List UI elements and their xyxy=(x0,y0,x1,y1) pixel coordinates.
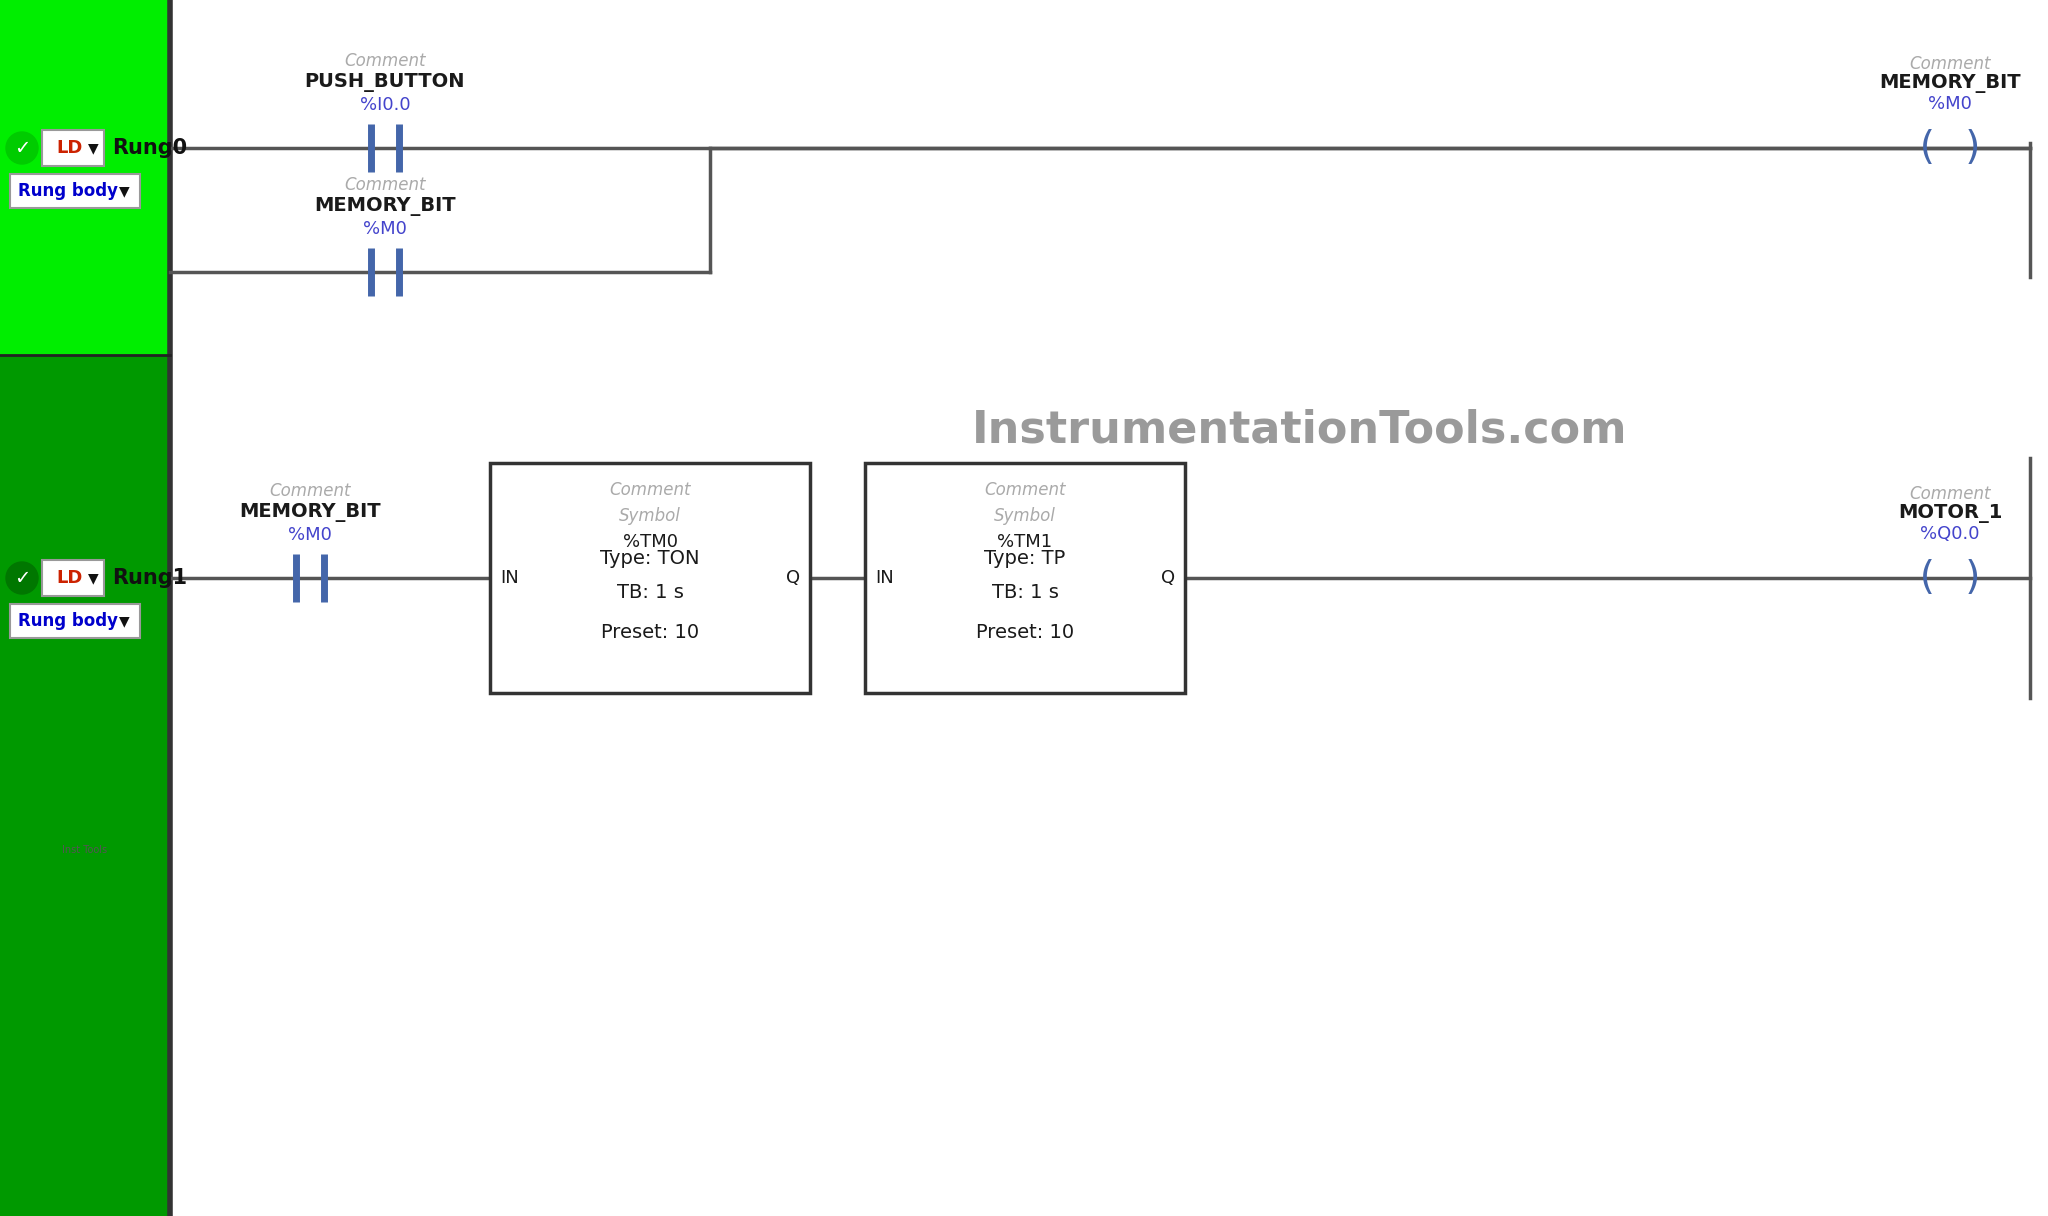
Text: ▼: ▼ xyxy=(119,614,129,627)
Text: Preset: 10: Preset: 10 xyxy=(977,624,1073,642)
Text: Rung body: Rung body xyxy=(18,182,119,199)
Text: Comment: Comment xyxy=(1909,485,1991,503)
Text: MOTOR_1: MOTOR_1 xyxy=(1898,503,2003,523)
Text: %M0: %M0 xyxy=(1927,95,1972,113)
Text: ▼: ▼ xyxy=(119,184,129,198)
Circle shape xyxy=(6,133,39,164)
Text: %TM1: %TM1 xyxy=(997,533,1053,551)
Text: Symbol: Symbol xyxy=(993,507,1057,525)
Text: Comment: Comment xyxy=(344,176,426,195)
Circle shape xyxy=(6,562,39,593)
Text: ✓: ✓ xyxy=(14,139,31,158)
Text: InstrumentationTools.com: InstrumentationTools.com xyxy=(973,409,1628,451)
Text: LD: LD xyxy=(57,569,84,587)
Text: Comment: Comment xyxy=(344,52,426,71)
Text: LD: LD xyxy=(57,139,84,157)
Text: Comment: Comment xyxy=(268,482,350,500)
Text: Comment: Comment xyxy=(985,482,1065,499)
Bar xyxy=(10,174,139,208)
Text: TB: 1 s: TB: 1 s xyxy=(991,584,1059,602)
Text: Type: TON: Type: TON xyxy=(600,548,700,568)
Text: Rung body: Rung body xyxy=(18,612,119,630)
Text: Type: TP: Type: TP xyxy=(985,548,1065,568)
Text: Inst Tools: Inst Tools xyxy=(61,845,109,855)
Text: ▼: ▼ xyxy=(88,141,98,154)
Text: Comment: Comment xyxy=(608,482,690,499)
Text: Q: Q xyxy=(1161,569,1176,587)
Text: ✓: ✓ xyxy=(14,569,31,587)
Text: Preset: 10: Preset: 10 xyxy=(600,624,698,642)
Text: PUSH_BUTTON: PUSH_BUTTON xyxy=(305,73,465,92)
Bar xyxy=(864,463,1186,693)
Text: %M0: %M0 xyxy=(362,220,408,238)
Bar xyxy=(43,561,104,596)
Bar xyxy=(489,463,811,693)
Bar xyxy=(0,355,170,1216)
Text: ( ): ( ) xyxy=(1915,129,1985,167)
Bar xyxy=(43,130,104,167)
Bar xyxy=(10,604,139,638)
Text: %I0.0: %I0.0 xyxy=(360,96,410,114)
Text: ▼: ▼ xyxy=(88,572,98,585)
Text: ( ): ( ) xyxy=(1915,559,1985,597)
Text: MEMORY_BIT: MEMORY_BIT xyxy=(240,503,381,522)
Text: %M0: %M0 xyxy=(289,527,332,544)
Text: TB: 1 s: TB: 1 s xyxy=(616,584,684,602)
Text: Q: Q xyxy=(786,569,801,587)
Bar xyxy=(0,0,170,355)
Text: %Q0.0: %Q0.0 xyxy=(1921,525,1980,544)
Text: Rung0: Rung0 xyxy=(113,137,186,158)
Text: IN: IN xyxy=(874,569,893,587)
Text: MEMORY_BIT: MEMORY_BIT xyxy=(313,197,457,216)
Text: MEMORY_BIT: MEMORY_BIT xyxy=(1880,74,2021,92)
Text: IN: IN xyxy=(500,569,518,587)
Text: Rung1: Rung1 xyxy=(113,568,186,589)
Text: Comment: Comment xyxy=(1909,55,1991,73)
Text: Symbol: Symbol xyxy=(618,507,680,525)
Text: %TM0: %TM0 xyxy=(623,533,678,551)
